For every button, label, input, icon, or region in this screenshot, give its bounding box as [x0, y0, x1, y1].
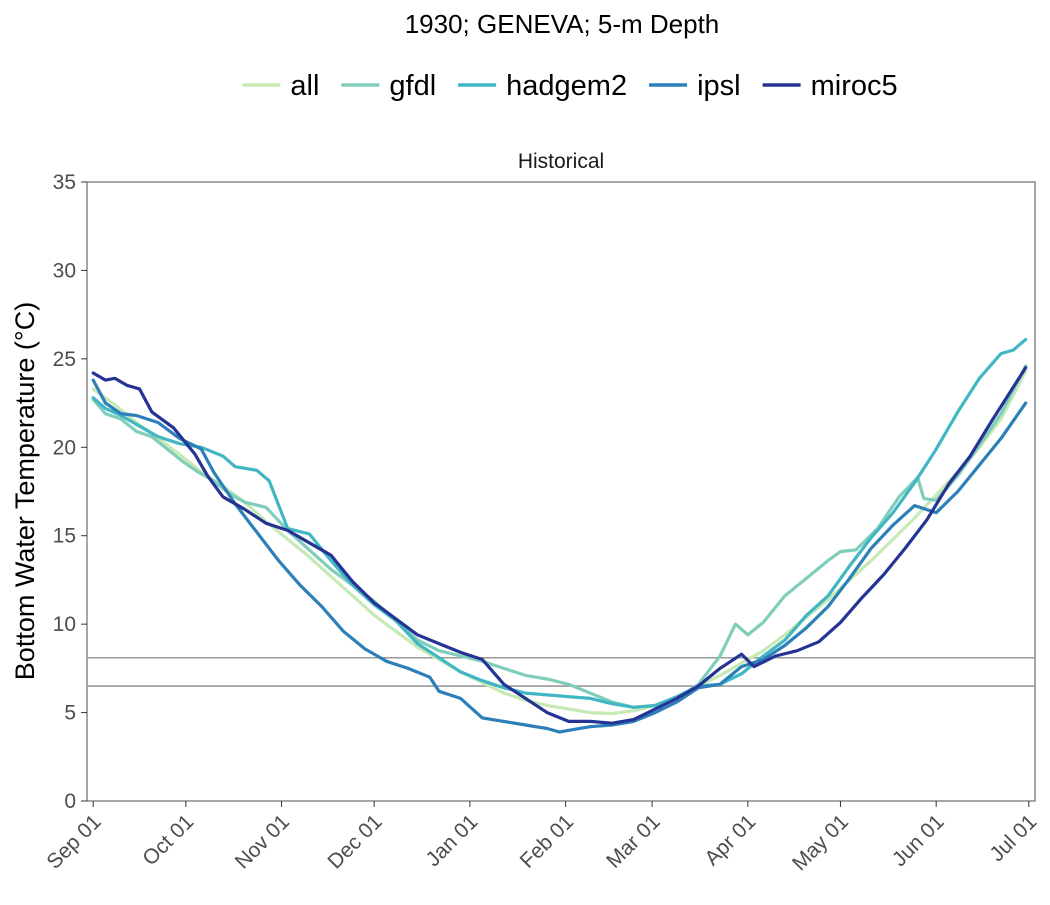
- y-tick-label-2: 10: [53, 613, 76, 636]
- facet-label: Historical: [518, 150, 604, 173]
- x-tick-label-9: Jun 01: [888, 810, 949, 871]
- y-tick-label-7: 35: [53, 171, 76, 194]
- y-tick-label-0: 0: [64, 790, 76, 813]
- y-tick-label-3: 15: [53, 525, 76, 548]
- legend-label-miroc5: miroc5: [811, 70, 898, 102]
- x-tick-label-6: Mar 01: [602, 810, 664, 872]
- x-axis: Sep 01 Oct 01 Nov 01 Dec 01 Jan 01 Feb 01 Mar …: [42, 801, 1041, 875]
- legend-label-ipsl: ipsl: [697, 70, 741, 102]
- series-line-ipsl: [91, 378, 1028, 734]
- y-tick-label-6: 30: [53, 259, 76, 282]
- legend-label-hadgem2: hadgem2: [506, 70, 627, 102]
- series-line-hadgem2: [91, 337, 1028, 709]
- legend-label-all: all: [290, 70, 319, 102]
- reference-lines: [87, 656, 1035, 687]
- x-tick-label-2: Nov 01: [231, 810, 294, 873]
- y-tick-label-5: 25: [53, 348, 76, 371]
- x-tick-label-7: Apr 01: [700, 810, 760, 870]
- legend: all gfdl hadgem2 ipsl miroc5: [242, 70, 898, 102]
- x-tick-label-4: Jan 01: [422, 810, 483, 871]
- y-axis-title: Bottom Water Temperature (°C): [10, 302, 40, 680]
- plot-panel: [86, 181, 1036, 802]
- x-tick-label-5: Feb 01: [516, 810, 579, 873]
- y-tick-label-1: 5: [64, 702, 76, 725]
- y-tick-label-4: 20: [53, 436, 76, 459]
- x-tick-label-0: Sep 01: [42, 810, 105, 873]
- x-tick-label-3: Dec 01: [323, 810, 386, 873]
- x-tick-label-10: Jul 01: [985, 810, 1041, 866]
- legend-label-gfdl: gfdl: [389, 70, 436, 102]
- series-lines: [91, 337, 1028, 734]
- x-tick-label-8: May 01: [788, 810, 853, 875]
- chart-title: 1930; GENEVA; 5-m Depth: [405, 9, 720, 39]
- series-line-all: [91, 369, 1028, 716]
- x-tick-label-1: Oct 01: [138, 810, 198, 870]
- y-axis: 0 5 10 15 20 25 30 35: [53, 171, 87, 813]
- series-line-miroc5: [91, 366, 1028, 725]
